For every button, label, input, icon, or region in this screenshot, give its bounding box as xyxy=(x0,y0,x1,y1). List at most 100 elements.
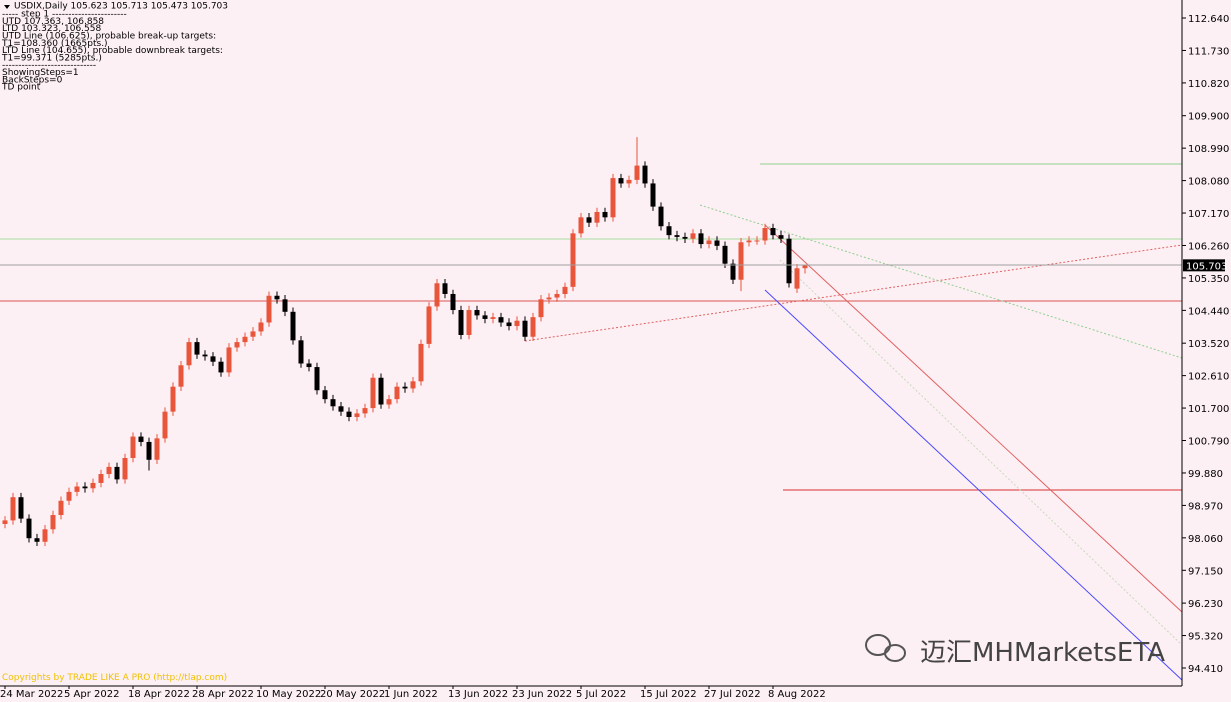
info-panel: ----- step 1 -----------------------UTD … xyxy=(1,10,223,93)
candle-body xyxy=(554,293,560,298)
candle-body xyxy=(242,336,248,343)
candle-body xyxy=(346,411,352,417)
y-tick-label: 102.610 xyxy=(1188,372,1229,383)
candle-body xyxy=(754,240,760,242)
candle-body xyxy=(26,518,32,539)
candle-body xyxy=(386,399,392,405)
candle-body xyxy=(578,217,584,234)
candle-body xyxy=(474,310,480,316)
y-tick-label: 107.170 xyxy=(1188,209,1229,220)
candle-body xyxy=(314,367,320,391)
y-tick-label: 104.440 xyxy=(1188,306,1229,317)
x-tick-label: 10 May 2022 xyxy=(256,689,321,700)
candle-body xyxy=(66,491,72,501)
x-tick-label: 27 Jul 2022 xyxy=(704,689,761,700)
x-tick-label: 5 Jul 2022 xyxy=(576,689,626,700)
candle-body xyxy=(530,317,536,337)
candle-body xyxy=(274,295,280,300)
candle-body xyxy=(18,497,24,519)
candle-body xyxy=(322,390,328,400)
y-tick-label: 98.060 xyxy=(1188,534,1223,545)
candle-body xyxy=(730,263,736,280)
y-tick-label: 109.900 xyxy=(1188,112,1229,123)
candle-body xyxy=(538,299,544,318)
candle-body xyxy=(650,183,656,207)
candle-body xyxy=(698,233,704,245)
copyright: Copyrights by TRADE LIKE A PRO (http://t… xyxy=(2,673,227,683)
candle-body xyxy=(82,486,88,489)
trend-line xyxy=(699,204,1183,359)
candle-body xyxy=(258,322,264,332)
x-tick-label: 23 Jun 2022 xyxy=(512,689,572,700)
y-tick-label: 110.820 xyxy=(1188,79,1229,90)
candle-body xyxy=(58,500,64,516)
x-tick-label: 15 Jul 2022 xyxy=(640,689,697,700)
candle-body xyxy=(170,386,176,412)
x-tick-label: 18 Apr 2022 xyxy=(128,689,190,700)
x-tick-label: 28 Apr 2022 xyxy=(192,689,254,700)
candle-body xyxy=(722,245,728,264)
candle-body xyxy=(778,235,784,239)
candle-body xyxy=(418,343,424,382)
candle-body xyxy=(562,286,568,294)
candle-body xyxy=(618,178,624,184)
candle-body xyxy=(714,240,720,246)
info-line: UTD 107.363, 106.858 xyxy=(2,17,104,27)
y-tick-label: 108.080 xyxy=(1188,177,1229,188)
candle-body xyxy=(378,377,384,405)
chart-title: USDIX,Daily 105.623 105.713 105.473 105.… xyxy=(14,2,228,12)
drawn-levels xyxy=(0,163,1183,681)
candle-body xyxy=(794,268,800,289)
candle-body xyxy=(498,317,504,323)
candle-body xyxy=(50,515,56,530)
trend-line xyxy=(764,289,1183,681)
info-line: T1=108.360 (1665pts.) xyxy=(1,39,108,49)
candle-body xyxy=(586,217,592,223)
candle-body xyxy=(770,228,776,236)
y-tick-label: 105.350 xyxy=(1188,274,1229,285)
candle-body xyxy=(466,310,472,335)
info-line: ShowingSteps=1 xyxy=(2,68,79,78)
candle-body xyxy=(114,466,120,480)
candle-body xyxy=(98,474,104,483)
candle-body xyxy=(106,466,112,475)
y-tick-label: 101.700 xyxy=(1188,404,1229,415)
candle-body xyxy=(506,322,512,327)
info-line: ----- step 1 ----------------------- xyxy=(2,10,127,20)
candle-body xyxy=(642,165,648,184)
candle-body xyxy=(370,377,376,409)
info-line: T1=99.371 (5285pts.) xyxy=(1,53,102,63)
info-line: LTD 103.323, 106.558 xyxy=(2,24,101,34)
candle-body xyxy=(122,457,128,480)
candle-body xyxy=(74,486,80,492)
candle-body xyxy=(802,265,808,269)
x-tick-label: 24 Mar 2022 xyxy=(0,689,63,700)
candle-body xyxy=(306,363,312,368)
info-line: UTD Line (106.625), probable break-up ta… xyxy=(2,31,216,41)
candle-body xyxy=(354,413,360,417)
candle-body xyxy=(514,320,520,327)
candle-body xyxy=(234,342,240,348)
candle-body xyxy=(786,238,792,284)
y-tick-label: 98.970 xyxy=(1188,501,1223,512)
candle-body xyxy=(186,342,192,366)
candle-body xyxy=(162,411,168,439)
candle-body xyxy=(34,538,40,542)
candle-body xyxy=(666,226,672,236)
candle-body xyxy=(290,311,296,341)
y-tick-label: 108.990 xyxy=(1188,144,1229,155)
candle-body xyxy=(138,436,144,442)
candle-body xyxy=(410,381,416,389)
candle-body xyxy=(450,293,456,311)
candle-body xyxy=(146,441,152,460)
candle-body xyxy=(202,354,208,357)
candle-body xyxy=(706,240,712,245)
candle-body xyxy=(626,179,632,184)
candle-body xyxy=(682,236,688,239)
candle-body xyxy=(546,297,552,300)
candle-body xyxy=(282,299,288,312)
candle-body xyxy=(738,242,744,280)
current-price-box xyxy=(1183,259,1225,272)
candle-body xyxy=(194,342,200,355)
